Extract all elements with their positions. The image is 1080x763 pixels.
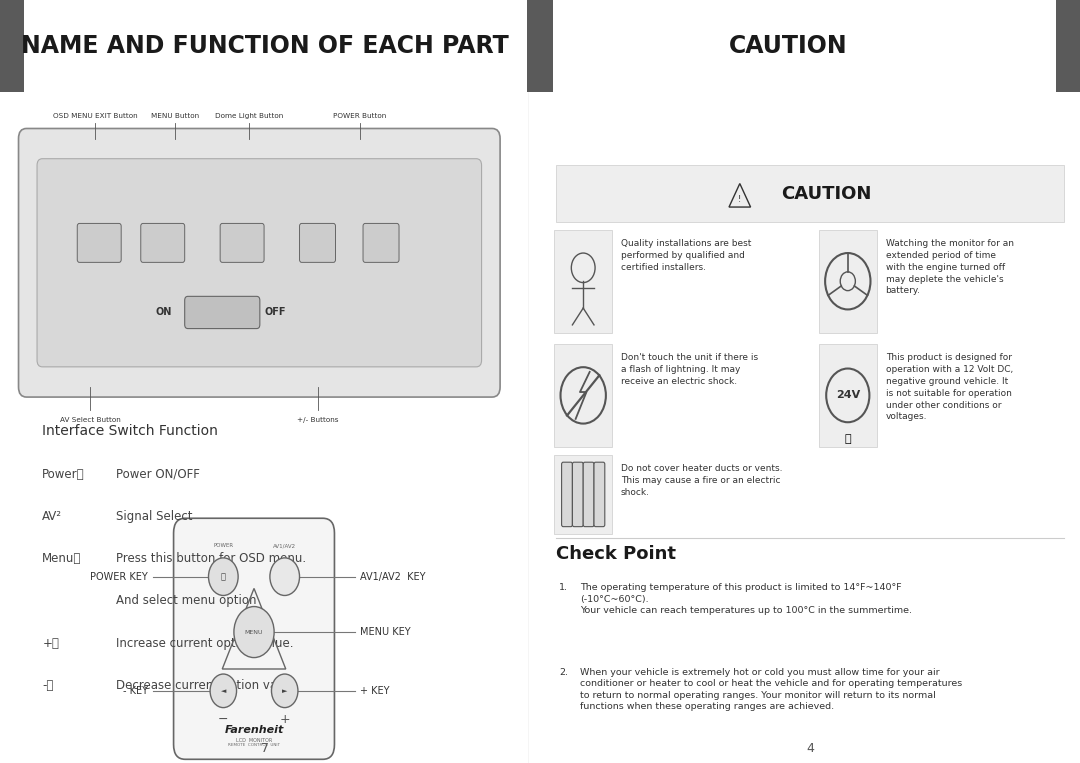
Text: 2.: 2.: [559, 668, 568, 677]
FancyBboxPatch shape: [554, 344, 612, 447]
Text: Interface Switch Function: Interface Switch Function: [42, 424, 218, 438]
Text: Do not cover heater ducts or vents.
This may cause a fire or an electric
shock.: Do not cover heater ducts or vents. This…: [621, 464, 783, 497]
Text: 24V: 24V: [836, 391, 860, 401]
FancyBboxPatch shape: [18, 128, 500, 397]
Text: POWER KEY: POWER KEY: [91, 571, 148, 581]
Text: OFF: OFF: [265, 307, 286, 317]
Text: Don't touch the unit if there is
a flash of lightning. It may
receive an electri: Don't touch the unit if there is a flash…: [621, 353, 758, 386]
FancyBboxPatch shape: [0, 0, 24, 92]
Text: ⏻: ⏻: [220, 572, 226, 581]
Text: 1.: 1.: [559, 583, 568, 592]
Text: Decrease current option value.: Decrease current option value.: [117, 679, 299, 692]
Text: Power：: Power：: [42, 468, 85, 481]
Text: !: !: [738, 195, 742, 204]
FancyBboxPatch shape: [562, 462, 572, 526]
Text: Farenheit: Farenheit: [225, 725, 284, 735]
Circle shape: [271, 674, 298, 707]
FancyBboxPatch shape: [299, 224, 336, 262]
Text: MENU: MENU: [245, 629, 264, 635]
FancyBboxPatch shape: [819, 344, 877, 447]
Text: AV Select Button: AV Select Button: [59, 417, 120, 423]
Text: POWER: POWER: [213, 543, 233, 549]
Text: Signal Select: Signal Select: [117, 510, 193, 523]
Text: AV²: AV²: [42, 510, 63, 523]
Text: ◄: ◄: [220, 687, 226, 694]
FancyBboxPatch shape: [1056, 0, 1080, 92]
FancyBboxPatch shape: [554, 455, 612, 534]
Text: MENU KEY: MENU KEY: [360, 627, 410, 637]
Text: NAME AND FUNCTION OF EACH PART: NAME AND FUNCTION OF EACH PART: [21, 34, 509, 58]
Text: +: +: [280, 713, 291, 726]
FancyBboxPatch shape: [527, 0, 553, 92]
Circle shape: [211, 674, 237, 707]
Text: MENU Button: MENU Button: [150, 113, 199, 119]
Circle shape: [270, 558, 299, 595]
FancyBboxPatch shape: [572, 462, 583, 526]
Text: Quality installations are best
performed by qualified and
certified installers.: Quality installations are best performed…: [621, 240, 752, 272]
Text: +/- Buttons: +/- Buttons: [297, 417, 338, 423]
Text: +：: +：: [42, 637, 59, 650]
Text: - KEY: - KEY: [123, 686, 148, 696]
Text: LCD  MONITOR: LCD MONITOR: [235, 738, 272, 743]
Text: The operating temperature of this product is limited to 14°F~140°F
(-10°C~60°C).: The operating temperature of this produc…: [581, 583, 913, 615]
FancyBboxPatch shape: [554, 230, 612, 333]
Text: OSD MENU EXIT Button: OSD MENU EXIT Button: [53, 113, 137, 119]
Text: Increase current option value.: Increase current option value.: [117, 637, 294, 650]
FancyBboxPatch shape: [363, 224, 399, 262]
Text: Power ON/OFF: Power ON/OFF: [117, 468, 200, 481]
Text: CAUTION: CAUTION: [729, 34, 848, 58]
Text: 4: 4: [806, 742, 814, 755]
Text: 7: 7: [260, 742, 269, 755]
Text: + KEY: + KEY: [360, 686, 390, 696]
Text: REMOTE  CONTROL  UNIT: REMOTE CONTROL UNIT: [228, 742, 280, 746]
FancyBboxPatch shape: [174, 518, 335, 759]
FancyBboxPatch shape: [583, 462, 594, 526]
Text: Menu：: Menu：: [42, 552, 82, 565]
Text: Press this button for OSD menu.: Press this button for OSD menu.: [117, 552, 307, 565]
Text: Dome Light Button: Dome Light Button: [215, 113, 283, 119]
Text: 🚛: 🚛: [845, 434, 851, 444]
Text: POWER Button: POWER Button: [334, 113, 387, 119]
FancyBboxPatch shape: [140, 224, 185, 262]
FancyBboxPatch shape: [556, 166, 1064, 223]
Text: When your vehicle is extremely hot or cold you must allow time for your air
cond: When your vehicle is extremely hot or co…: [581, 668, 962, 711]
FancyBboxPatch shape: [594, 462, 605, 526]
Text: CAUTION: CAUTION: [781, 185, 872, 203]
Text: AV1/AV2: AV1/AV2: [273, 543, 296, 549]
FancyBboxPatch shape: [819, 230, 877, 333]
Text: ►: ►: [282, 687, 287, 694]
Text: Check Point: Check Point: [556, 545, 676, 563]
Text: And select menu option: And select menu option: [117, 594, 257, 607]
FancyBboxPatch shape: [78, 224, 121, 262]
Text: −: −: [218, 713, 229, 726]
FancyBboxPatch shape: [37, 159, 482, 367]
Text: Watching the monitor for an
extended period of time
with the engine turned off
m: Watching the monitor for an extended per…: [886, 240, 1014, 295]
Circle shape: [208, 558, 239, 595]
Circle shape: [234, 607, 274, 658]
Text: -：: -：: [42, 679, 54, 692]
Text: ON: ON: [156, 307, 172, 317]
FancyBboxPatch shape: [220, 224, 265, 262]
Text: This product is designed for
operation with a 12 Volt DC,
negative ground vehicl: This product is designed for operation w…: [886, 353, 1013, 421]
Text: AV1/AV2  KEY: AV1/AV2 KEY: [360, 571, 426, 581]
FancyBboxPatch shape: [185, 296, 260, 329]
